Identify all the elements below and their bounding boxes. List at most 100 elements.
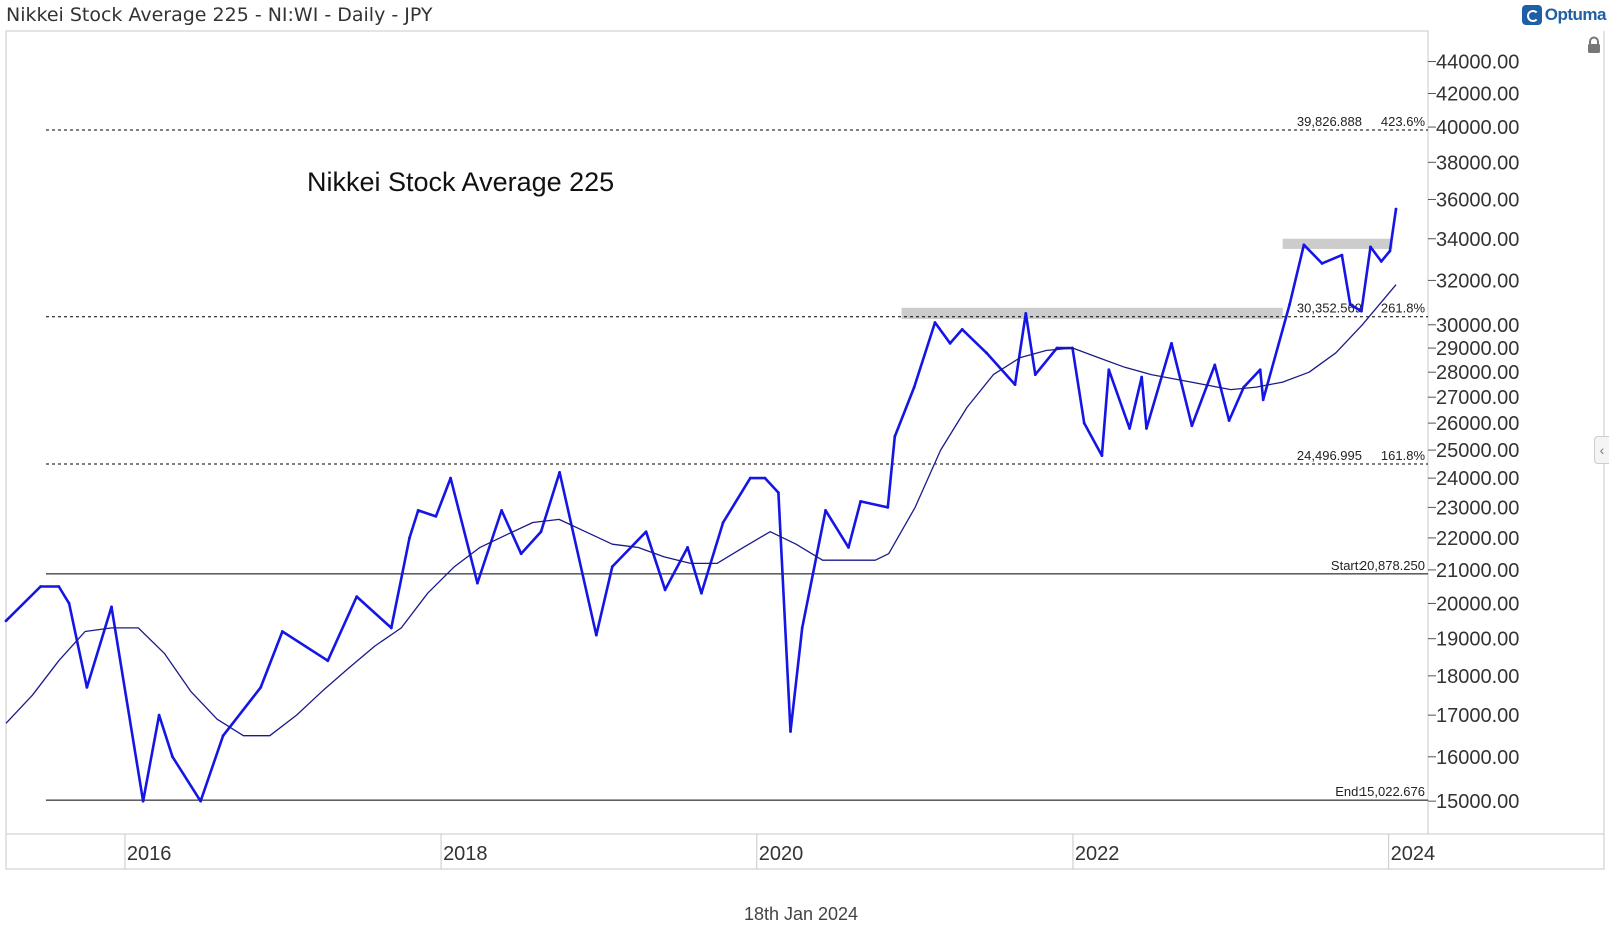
- price-point: [1128, 427, 1131, 430]
- price-point: [1107, 368, 1111, 372]
- y-tick-label: 17000.00: [1436, 705, 1519, 727]
- price-point: [1140, 375, 1144, 379]
- chart-title: Nikkei Stock Average 225: [307, 167, 614, 197]
- price-point: [1190, 424, 1194, 428]
- footer-date: 18th Jan 2024: [743, 904, 859, 924]
- price-point: [663, 588, 667, 592]
- price-point: [1369, 245, 1372, 249]
- level-label-2: 24,496.995: [1297, 448, 1362, 463]
- price-point: [763, 476, 767, 480]
- price-point: [141, 799, 145, 803]
- y-tick-label: 20000.00: [1436, 593, 1519, 615]
- resistance-zones: [901, 238, 1393, 320]
- series-lines: [4, 207, 1398, 803]
- x-axis-frame: [5, 833, 1605, 870]
- optuma-logo-icon: [1521, 5, 1542, 25]
- price-point: [221, 734, 225, 738]
- y-tick-label: 21000.00: [1436, 560, 1519, 582]
- price-point: [1320, 262, 1324, 265]
- price-point: [519, 552, 523, 556]
- brand-name: Optuma: [1544, 5, 1607, 24]
- price-point: [110, 605, 113, 609]
- y-tick-label: 19000.00: [1436, 629, 1519, 651]
- price-point: [748, 476, 752, 480]
- price-point: [355, 595, 359, 598]
- price-point: [1227, 419, 1231, 422]
- resistance-zone-0: [901, 307, 1283, 320]
- y-tick-label: 16000.00: [1436, 747, 1519, 769]
- x-tick-label: 2024: [1391, 843, 1436, 865]
- plot-frame: [5, 30, 1429, 835]
- price-point: [1170, 341, 1173, 345]
- y-tick-label: 25000.00: [1436, 440, 1519, 462]
- brand[interactable]: Optuma: [1521, 3, 1607, 27]
- y-axis: 15000.00 16000.00 17000.00 18000.00 19000.00…: [1428, 52, 1519, 813]
- x-tick-label: 2018: [443, 843, 488, 865]
- price-point: [1100, 454, 1104, 457]
- price-point: [933, 321, 937, 324]
- price-point: [721, 521, 725, 524]
- price-point: [539, 530, 543, 534]
- level-value-4: 15,022.676: [1360, 784, 1425, 799]
- x-tick-label: 2020: [759, 843, 804, 865]
- chevron-left-icon[interactable]: ‹: [1594, 436, 1609, 464]
- y-tick-label: 27000.00: [1436, 387, 1519, 409]
- price-point: [948, 341, 952, 345]
- y-tick-label: 29000.00: [1436, 338, 1519, 360]
- price-point: [1258, 368, 1262, 372]
- level-value-2: 161.8%: [1381, 448, 1426, 463]
- price-point: [259, 686, 263, 689]
- price-point: [1348, 303, 1352, 306]
- price-point: [960, 327, 964, 331]
- price-point: [449, 476, 452, 480]
- x-tick-label: 2022: [1075, 843, 1120, 865]
- price-point: [1394, 207, 1398, 211]
- lock-icon[interactable]: [1585, 36, 1603, 54]
- level-value-0: 423.6%: [1381, 114, 1426, 129]
- price-point: [1082, 421, 1086, 425]
- resistance-zone-1: [1282, 238, 1393, 249]
- price-point: [85, 686, 89, 689]
- price-point: [800, 626, 804, 630]
- fibonacci-levels: 39,826.888 423.6% 30,352.569 261.8% 24,496.9…: [46, 114, 1428, 801]
- x-tick-label: 2016: [127, 843, 172, 865]
- y-tick-label: 36000.00: [1436, 189, 1519, 211]
- level-value-3: 20,878.250: [1360, 558, 1425, 573]
- price-point: [700, 591, 703, 595]
- y-tick-label: 23000.00: [1436, 497, 1519, 519]
- x-axis: 2016 2018 2020 2022 2024: [124, 834, 1436, 869]
- price-point: [824, 508, 827, 512]
- price-point: [326, 659, 330, 663]
- y-tick-label: 28000.00: [1436, 362, 1519, 384]
- price-point: [157, 713, 161, 717]
- price-point: [476, 581, 479, 585]
- price-point: [1340, 253, 1344, 257]
- price-point: [1288, 303, 1292, 306]
- price-point: [893, 435, 897, 438]
- price-point: [171, 755, 174, 759]
- price-point: [67, 602, 71, 605]
- price-point: [789, 730, 792, 733]
- y-tick-label: 40000.00: [1436, 117, 1519, 139]
- price-point: [4, 619, 8, 623]
- y-tick-label: 38000.00: [1436, 152, 1519, 174]
- price-point: [434, 515, 438, 518]
- price-point: [57, 585, 61, 588]
- price-point: [1359, 309, 1363, 313]
- y-tick-label: 44000.00: [1436, 52, 1519, 74]
- y-tick-label: 15000.00: [1436, 791, 1519, 813]
- level-label-1: 30,352.569: [1297, 301, 1362, 316]
- price-point: [886, 505, 890, 509]
- price-chart[interactable]: 39,826.888 423.6% 30,352.569 261.8% 24,496.9…: [0, 0, 1610, 900]
- price-line: [5, 208, 1398, 803]
- price-point: [1055, 346, 1059, 350]
- price-point: [1379, 259, 1383, 263]
- level-label-3: Start:: [1331, 558, 1362, 573]
- chart-date-footer: 18th Jan 2024: [0, 904, 1610, 925]
- y-tick-label: 22000.00: [1436, 528, 1519, 550]
- price-point: [1302, 243, 1306, 247]
- y-tick-label: 26000.00: [1436, 413, 1519, 435]
- y-tick-label: 34000.00: [1436, 229, 1519, 251]
- price-point: [558, 471, 561, 474]
- price-point: [912, 385, 916, 389]
